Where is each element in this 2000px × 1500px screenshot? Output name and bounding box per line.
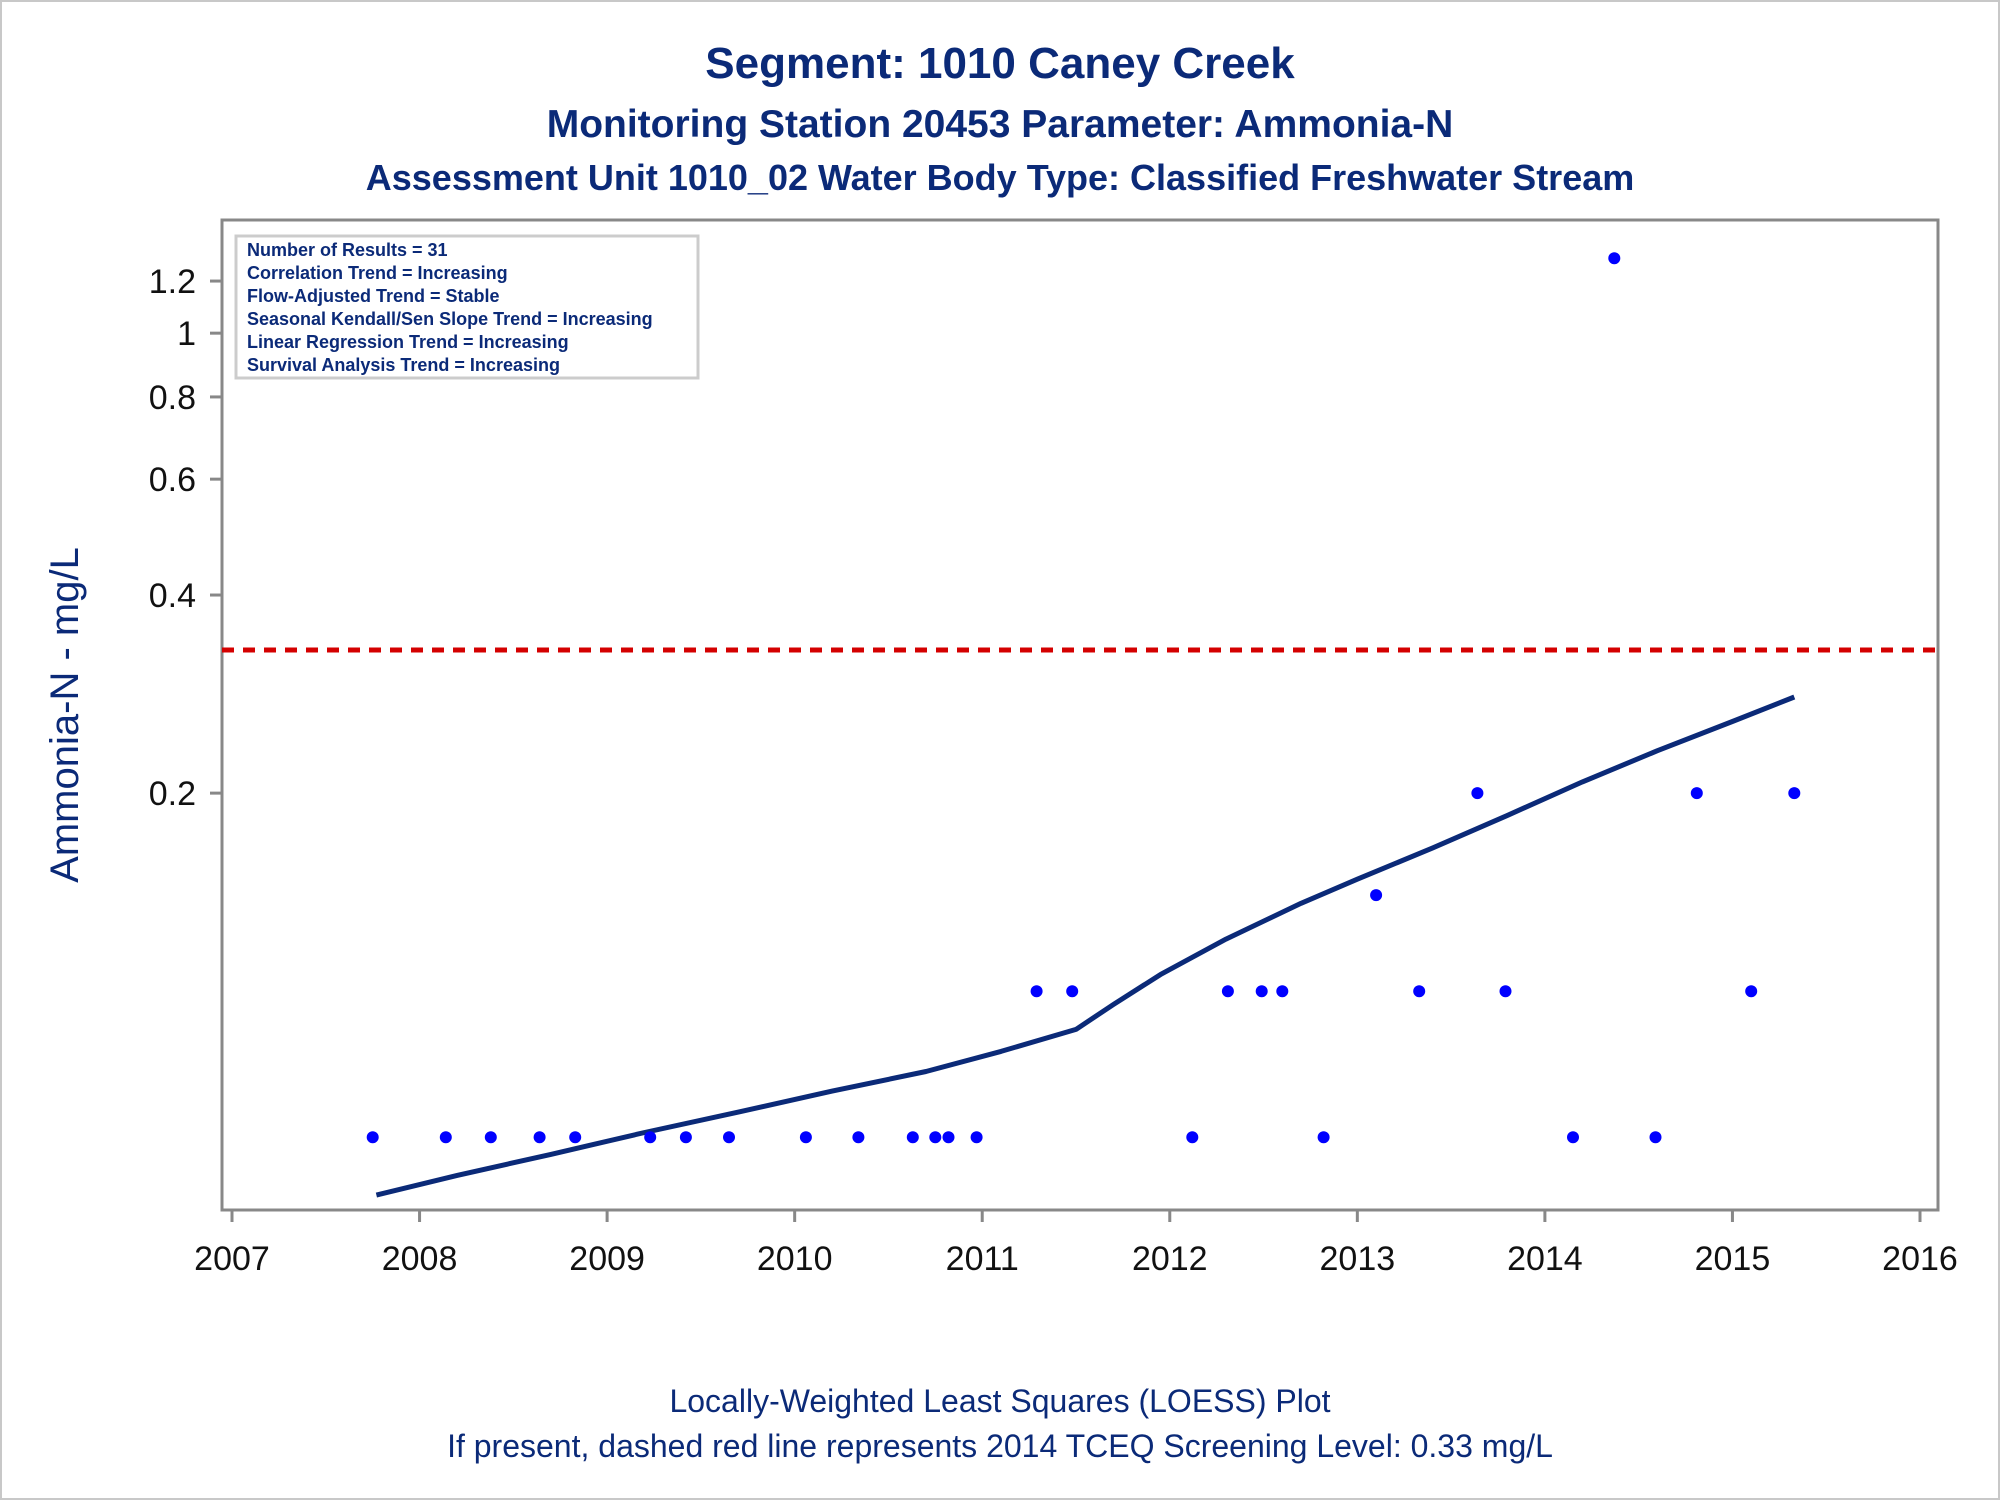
data-point [1255, 985, 1268, 998]
stats-line-correlation: Correlation Trend = Increasing [247, 263, 508, 283]
data-point [1221, 985, 1234, 998]
y-tick-label: 0.4 [149, 577, 196, 615]
y-tick-label: 0.8 [149, 379, 196, 417]
data-point [852, 1131, 865, 1144]
x-tick-label: 2013 [1320, 1240, 1396, 1278]
y-tick-label: 1 [177, 315, 196, 353]
x-tick-label: 2014 [1507, 1240, 1583, 1278]
stats-box: Number of Results = 31 Correlation Trend… [234, 234, 700, 380]
y-axis-label: Ammonia-N - mg/L [43, 547, 87, 883]
stats-line-seasonal-kendall: Seasonal Kendall/Sen Slope Trend = Incre… [247, 309, 653, 329]
data-point [1066, 985, 1079, 998]
chart-subtitle-assessment: Assessment Unit 1010_02 Water Body Type:… [366, 157, 1635, 198]
data-point [1788, 787, 1801, 800]
data-point [942, 1131, 955, 1144]
data-point [439, 1131, 452, 1144]
x-tick-label: 2016 [1882, 1240, 1958, 1278]
data-point [366, 1131, 379, 1144]
y-tick-label: 0.2 [149, 775, 196, 813]
y-tick-label: 0.6 [149, 461, 196, 499]
x-tick-label: 2007 [194, 1240, 270, 1278]
data-point [679, 1131, 692, 1144]
x-tick-label: 2012 [1132, 1240, 1208, 1278]
chart-subtitle-station: Monitoring Station 20453 Parameter: Ammo… [547, 103, 1454, 146]
data-point [723, 1131, 735, 1144]
data-point [1608, 252, 1621, 265]
data-point [1649, 1131, 1662, 1144]
data-point [644, 1131, 657, 1144]
data-point [1471, 787, 1484, 800]
data-point [970, 1131, 983, 1144]
data-point [1276, 985, 1289, 998]
footnote-loess: Locally-Weighted Least Squares (LOESS) P… [669, 1383, 1330, 1419]
data-point [1186, 1131, 1199, 1144]
x-tick-label: 2010 [757, 1240, 833, 1278]
data-point [1567, 1131, 1579, 1144]
x-tick-label: 2009 [569, 1240, 645, 1278]
data-point [569, 1131, 582, 1144]
data-point [1030, 985, 1043, 998]
x-tick-label: 2011 [946, 1240, 1019, 1278]
stats-line-survival: Survival Analysis Trend = Increasing [247, 355, 560, 375]
x-tick-label: 2015 [1695, 1240, 1771, 1278]
data-point [1690, 787, 1703, 800]
stats-line-linear-regression: Linear Regression Trend = Increasing [247, 332, 569, 352]
stats-line-flow-adjusted: Flow-Adjusted Trend = Stable [247, 286, 500, 306]
y-axis: 0.2 0.4 0.6 0.8 1 1.2 [149, 263, 222, 813]
data-point [1499, 985, 1512, 998]
data-points [366, 252, 1801, 1144]
data-point [906, 1131, 919, 1144]
data-point [799, 1131, 812, 1144]
data-point [533, 1131, 546, 1144]
x-axis: 2007 2008 2009 2010 2011 2012 2013 2014 2015 2016 [194, 1210, 1958, 1278]
x-tick-label: 2008 [382, 1240, 458, 1278]
data-point [1745, 985, 1758, 998]
plot-area [220, 218, 1940, 1212]
stats-box-border [234, 234, 700, 380]
footnote-screening: If present, dashed red line represents 2… [447, 1428, 1553, 1464]
data-point [1413, 985, 1426, 998]
y-tick-label: 1.2 [149, 263, 196, 301]
data-point [1317, 1131, 1330, 1144]
chart-title: Segment: 1010 Caney Creek [705, 39, 1295, 88]
loess-curve [375, 694, 1796, 1198]
stats-line-count: Number of Results = 31 [247, 240, 448, 260]
data-point [484, 1131, 497, 1144]
data-point [1370, 889, 1383, 902]
data-point [929, 1131, 942, 1144]
